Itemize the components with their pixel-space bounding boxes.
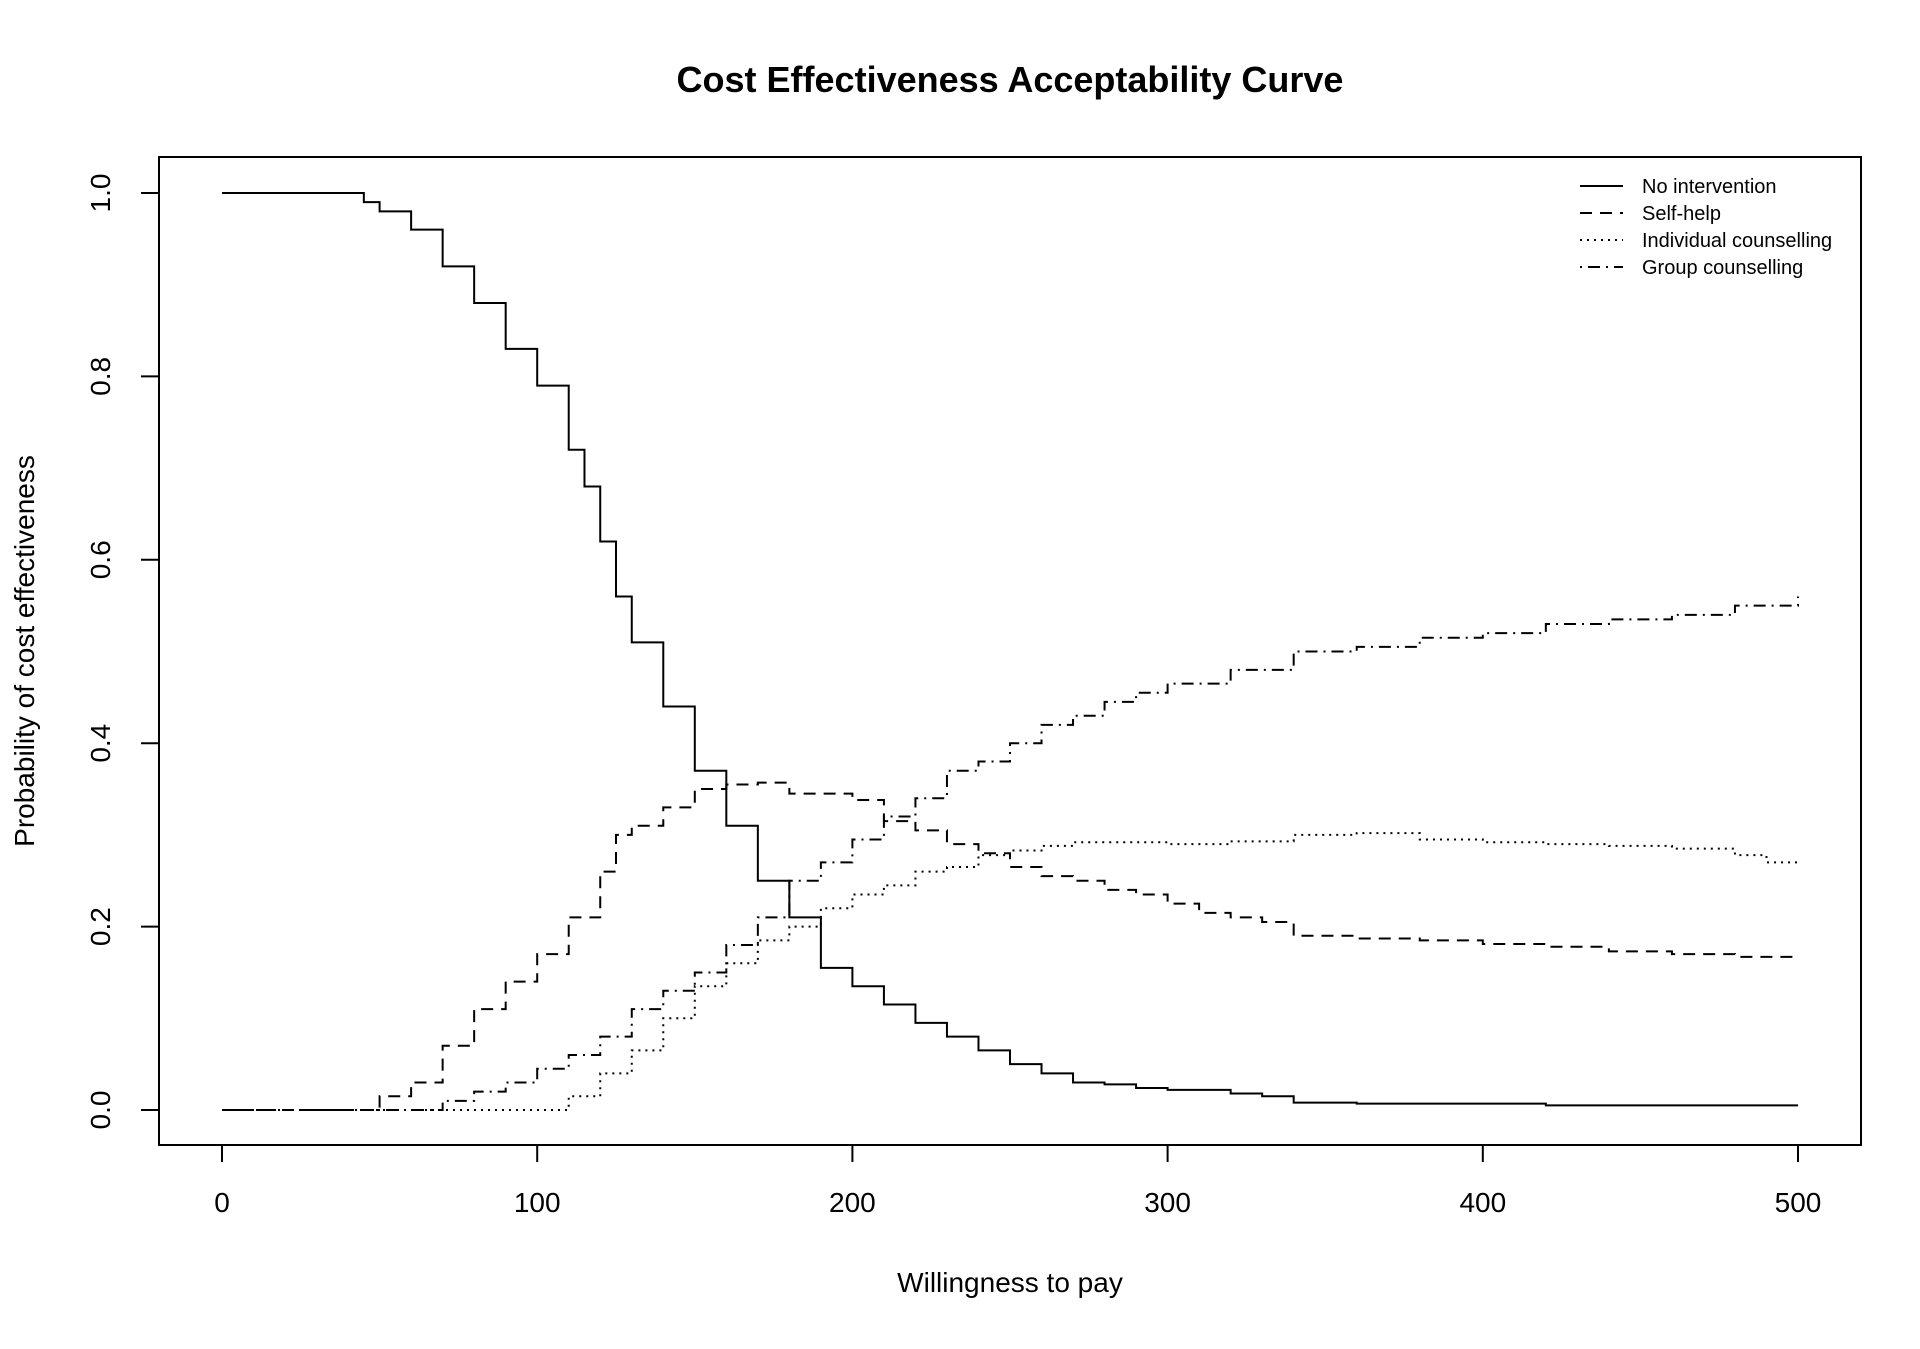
x-tick-label: 0 <box>214 1187 230 1218</box>
series-line-self-help <box>222 781 1798 1111</box>
series-lines <box>222 192 1799 1111</box>
chart-title: Cost Effectiveness Acceptability Curve <box>677 59 1344 100</box>
x-axis: 0 100 200 300 400 500 <box>214 1144 1822 1218</box>
y-tick-label: 0.2 <box>85 907 116 946</box>
y-tick-label: 1.0 <box>85 174 116 213</box>
x-axis-label: Willingness to pay <box>897 1267 1123 1298</box>
legend-label: Self-help <box>1642 203 1721 225</box>
legend-label: Group counselling <box>1642 257 1803 279</box>
y-tick-label: 0.8 <box>85 357 116 396</box>
y-axis-label: Probability of cost effectiveness <box>9 455 40 847</box>
y-tick-label: 0.6 <box>85 540 116 579</box>
series-line-no-intervention <box>222 192 1798 1107</box>
x-tick-label: 500 <box>1775 1187 1822 1218</box>
plot-frame <box>158 156 1862 1146</box>
legend: No intervention Self-help Individual couns… <box>1580 176 1832 279</box>
x-tick-label: 200 <box>829 1187 876 1218</box>
series-line-individual-counselling <box>222 832 1798 1111</box>
y-axis: 0.0 0.2 0.4 0.6 0.8 1.0 <box>85 174 160 1130</box>
legend-label: No intervention <box>1642 176 1777 198</box>
x-tick-label: 300 <box>1144 1187 1191 1218</box>
legend-label: Individual counselling <box>1642 230 1832 252</box>
y-tick-label: 0.0 <box>85 1091 116 1130</box>
x-tick-label: 100 <box>514 1187 561 1218</box>
series-line-group-counselling <box>222 596 1799 1111</box>
x-tick-label: 400 <box>1459 1187 1506 1218</box>
y-tick-label: 0.4 <box>85 724 116 763</box>
